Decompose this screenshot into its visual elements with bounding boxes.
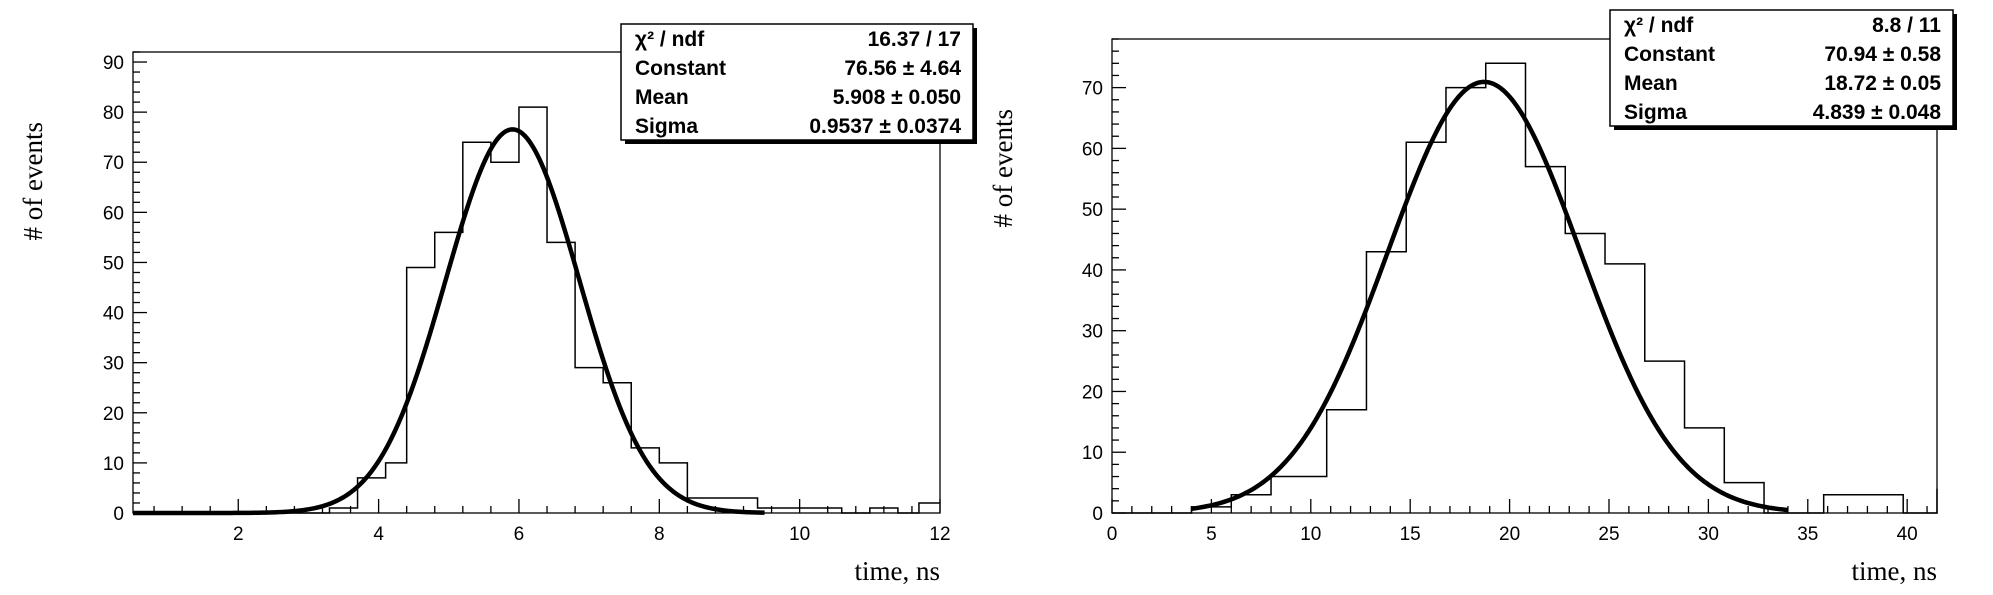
y-tick-label: 20 [103,404,124,425]
y-tick-label: 30 [103,354,124,375]
x-tick-label: 4 [373,524,384,545]
stats-row-value: 0.9537 ± 0.0374 [809,115,961,138]
stats-row-label: Sigma [1624,101,1687,124]
chart-panel-2: 0 5 10 15 20 25 30 35 40 0 10 20 30 40 50 60 70 time, ns #… [988,9,1957,586]
x-tick-label: 10 [1300,524,1321,545]
x-tick-label: 12 [929,524,950,545]
stats-row-label: Mean [635,86,689,109]
chart-panel-1: 2 4 6 8 10 12 0 10 20 30 40 50 60 70 80 90 time, ns # of … [18,23,977,586]
stats-row-value: 18.72 ± 0.05 [1824,72,1941,95]
y-tick-label: 0 [1092,504,1103,525]
histogram-steps [1112,62,1938,514]
stats-row-value: 70.94 ± 0.58 [1824,43,1941,66]
y-tick-label: 10 [1082,443,1103,464]
stats-box-frame [1609,9,1954,127]
y-tick-label: 0 [113,504,124,525]
stats-row-label: Constant [635,57,726,80]
y-tick-label: 60 [103,203,124,224]
x-tick-label: 20 [1499,524,1520,545]
y-tick-label: 80 [103,103,124,124]
x-tick-label: 8 [654,524,665,545]
stats-row-label: χ² / ndf [1624,14,1694,37]
stats-row-value: 5.908 ± 0.050 [833,86,961,109]
x-tick-label: 2 [233,524,244,545]
stats-row-label: Sigma [635,115,698,138]
x-tick-label: 30 [1698,524,1719,545]
stats-row-value: 4.839 ± 0.048 [1813,101,1942,124]
stats-row-label: Constant [1624,43,1715,66]
stats-row-value: 76.56 ± 4.64 [844,57,961,80]
y-tick-label: 20 [1082,382,1103,403]
stats-row-value: 8.8 / 11 [1872,14,1941,37]
gaussian-fit-curve [1191,79,1789,513]
x-axis-title: time, ns [1852,556,1938,586]
y-tick-label: 60 [1082,139,1103,160]
x-tick-label: 25 [1598,524,1619,545]
stats-row-value: 16.37 / 17 [868,28,961,51]
y-axis-title: # of events [988,109,1018,227]
x-axis-title: time, ns [855,556,941,586]
y-tick-label: 40 [103,304,124,325]
x-tick-label: 15 [1400,524,1421,545]
y-tick-label: 30 [1082,322,1103,343]
y-tick-label: 40 [1082,261,1103,282]
y-tick-label: 70 [103,153,124,174]
y-axis-title: # of events [18,122,48,240]
gaussian-fit-curve [132,127,765,516]
y-tick-label: 70 [1082,79,1103,100]
stats-row-label: Mean [1624,72,1678,95]
fit-stats-box: χ² / ndf 16.37 / 17 Constant 76.56 ± 4.64 Me… [620,23,977,144]
fit-stats-box: χ² / ndf 8.8 / 11 Constant 70.94 ± 0.58 Mean… [1609,9,1957,130]
y-tick-label: 50 [103,253,124,274]
x-tick-label: 40 [1897,524,1918,545]
plot-frame [1111,38,1938,514]
stats-row-label: χ² / ndf [635,28,705,51]
y-tick-label: 10 [103,454,124,475]
histogram-steps [133,106,940,514]
x-tick-label: 0 [1107,524,1118,545]
x-tick-label: 10 [789,524,810,545]
y-tick-label: 50 [1082,200,1103,221]
stats-box-frame [620,23,974,141]
x-tick-label: 35 [1797,524,1818,545]
x-tick-label: 5 [1206,524,1217,545]
y-tick-label: 90 [103,53,124,74]
x-tick-label: 6 [514,524,525,545]
